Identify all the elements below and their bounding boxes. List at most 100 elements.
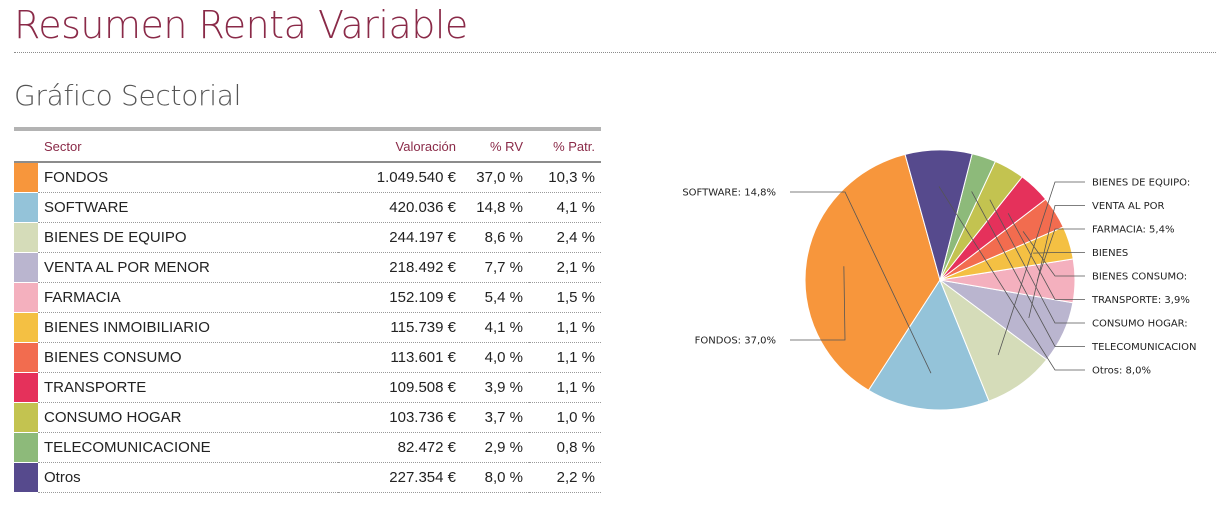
sector-name: Otros	[38, 462, 338, 493]
rv-value: 2,9 %	[462, 432, 529, 463]
sector-swatch	[14, 342, 38, 373]
valoracion-value: 115.739 €	[338, 312, 462, 343]
pie-slice-otros	[904, 150, 973, 282]
sector-swatch	[14, 402, 38, 433]
rv-value: 7,7 %	[462, 252, 529, 283]
rv-value: 37,0 %	[462, 162, 529, 193]
valoracion-value: 420.036 €	[338, 192, 462, 223]
table-row: BIENES CONSUMO 113.601 €4,0 % 1,1 %	[14, 342, 601, 373]
table-row: BIENES DE EQUIPO 244.197 €8,6 % 2,4 %	[14, 222, 601, 253]
patr-value: 1,0 %	[529, 402, 601, 433]
pie-label: VENTA AL POR	[1092, 201, 1164, 212]
pie-svg: FONDOS: 37,0% SOFTWARE: 14,8% BIENES DE EQ…	[682, 150, 1196, 411]
pie-leader-line	[938, 186, 1085, 371]
column-header-rv: % RV	[462, 129, 529, 163]
pie-leader-line	[790, 191, 932, 374]
rv-value: 5,4 %	[462, 282, 529, 313]
patr-value: 4,1 %	[529, 192, 601, 223]
patr-value: 2,4 %	[529, 222, 601, 253]
patr-value: 2,1 %	[529, 252, 601, 283]
pie-slice-software	[867, 278, 990, 411]
color-swatch	[14, 403, 38, 432]
sector-name: SOFTWARE	[38, 192, 338, 223]
title-divider	[14, 52, 1216, 53]
column-header-patr: % Patr.	[529, 129, 601, 163]
sector-swatch	[14, 162, 38, 193]
valoracion-value: 103.736 €	[338, 402, 462, 433]
pie-leader-line	[997, 181, 1085, 356]
swatch-header	[14, 129, 38, 163]
table-row: TRANSPORTE 109.508 €3,9 % 1,1 %	[14, 372, 601, 403]
pie-label: BIENES	[1092, 248, 1128, 259]
section-title: Gráfico Sectorial	[14, 79, 242, 112]
color-swatch	[14, 343, 38, 372]
color-swatch	[14, 193, 38, 222]
pie-leader-line	[1007, 213, 1085, 300]
valoracion-value: 113.601 €	[338, 342, 462, 373]
patr-value: 2,2 %	[529, 462, 601, 493]
rv-value: 4,1 %	[462, 312, 529, 343]
sector-swatch	[14, 312, 38, 343]
pie-label: BIENES CONSUMO:	[1092, 272, 1187, 283]
pie-leader-line	[989, 199, 1085, 324]
pie-label: FARMACIA: 5,4%	[1092, 225, 1174, 236]
rv-value: 3,9 %	[462, 372, 529, 403]
color-swatch	[14, 373, 38, 402]
column-header-sector: Sector	[38, 129, 338, 163]
table-body: FONDOS 1.049.540 €37,0 % 10,3 % SOFTWARE 420…	[14, 162, 601, 493]
sector-swatch	[14, 252, 38, 283]
rv-value: 8,0 %	[462, 462, 529, 493]
table-row: VENTA AL POR MENOR 218.492 €7,7 % 2,1 %	[14, 252, 601, 283]
patr-value: 1,1 %	[529, 312, 601, 343]
rv-value: 8,6 %	[462, 222, 529, 253]
pie-leader-line	[971, 191, 1085, 347]
pie-label: BIENES DE EQUIPO:	[1092, 178, 1190, 189]
color-swatch	[14, 313, 38, 342]
sector-swatch	[14, 282, 38, 313]
page-title: Resumen Renta Variable	[14, 3, 468, 47]
valoracion-value: 109.508 €	[338, 372, 462, 403]
pie-label: SOFTWARE: 14,8%	[682, 188, 776, 199]
table-header-row: Sector Valoración % RV % Patr.	[14, 129, 601, 163]
color-swatch	[14, 163, 38, 192]
rv-value: 3,7 %	[462, 402, 529, 433]
rv-value: 14,8 %	[462, 192, 529, 223]
table-row: BIENES INMOIBILIARIO 115.739 €4,1 % 1,1 %	[14, 312, 601, 343]
sector-table: Sector Valoración % RV % Patr. FONDOS 1.0…	[14, 127, 601, 493]
column-header-valoracion: Valoración	[338, 129, 462, 163]
pie-leader-line	[1036, 228, 1085, 281]
sector-swatch	[14, 462, 38, 493]
sector-name: TELECOMUNICACIONE	[38, 432, 338, 463]
sector-name: CONSUMO HOGAR	[38, 402, 338, 433]
sector-name: FONDOS	[38, 162, 338, 193]
table-row: FONDOS 1.049.540 €37,0 % 10,3 %	[14, 162, 601, 193]
table-row: TELECOMUNICACIONE 82.472 €2,9 % 0,8 %	[14, 432, 601, 463]
valoracion-value: 244.197 €	[338, 222, 462, 253]
color-swatch	[14, 253, 38, 282]
pie-leader-line	[1033, 252, 1085, 254]
sector-name: BIENES CONSUMO	[38, 342, 338, 373]
valoracion-value: 227.354 €	[338, 462, 462, 493]
patr-value: 1,1 %	[529, 342, 601, 373]
table-row: Otros 227.354 €8,0 % 2,2 %	[14, 462, 601, 493]
color-swatch	[14, 433, 38, 462]
pie-leader-line	[1022, 231, 1085, 277]
patr-value: 1,5 %	[529, 282, 601, 313]
sector-name: VENTA AL POR MENOR	[38, 252, 338, 283]
pie-label: Otros: 8,0%	[1092, 366, 1151, 377]
pie-label: TRANSPORTE: 3,9%	[1091, 295, 1190, 306]
patr-value: 10,3 %	[529, 162, 601, 193]
sector-pie-chart: FONDOS: 37,0% SOFTWARE: 14,8% BIENES DE EQ…	[640, 150, 1226, 430]
pie-label: TELECOMUNICACION	[1091, 342, 1196, 353]
pie-label: FONDOS: 37,0%	[695, 336, 776, 347]
table-row: CONSUMO HOGAR 103.736 €3,7 % 1,0 %	[14, 402, 601, 433]
pie-label: CONSUMO HOGAR:	[1092, 319, 1188, 330]
patr-value: 0,8 %	[529, 432, 601, 463]
sector-name: FARMACIA	[38, 282, 338, 313]
valoracion-value: 218.492 €	[338, 252, 462, 283]
color-swatch	[14, 463, 38, 492]
sector-swatch	[14, 192, 38, 223]
patr-value: 1,1 %	[529, 372, 601, 403]
color-swatch	[14, 283, 38, 312]
sector-name: BIENES INMOIBILIARIO	[38, 312, 338, 343]
